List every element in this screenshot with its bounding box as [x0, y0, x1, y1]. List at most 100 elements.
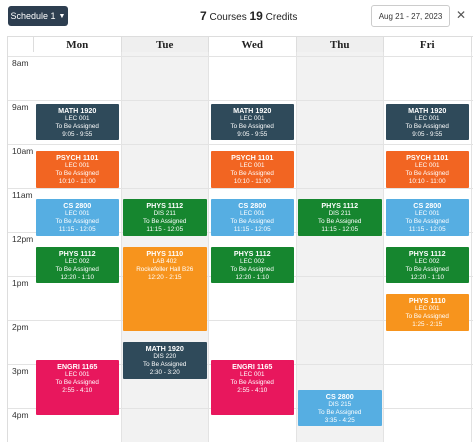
day-column-mon: [34, 52, 122, 442]
course-section: LEC 001: [414, 162, 440, 170]
course-location: To Be Assigned: [230, 265, 274, 273]
course-section: LAB 402: [152, 257, 177, 265]
course-event-block[interactable]: MATH 1920 LEC 001 To Be Assigned 9:05 - 9:5…: [385, 103, 469, 141]
course-event-block[interactable]: CS 2800 LEC 001 To Be Assigned 11:15 - 12:0…: [385, 199, 469, 236]
course-time: 2:55 - 4:10: [62, 387, 93, 395]
course-title: PSYCH 1101: [56, 153, 99, 163]
day-header-tue: Tue: [121, 37, 209, 52]
course-time: 1:25 - 2:15: [412, 321, 443, 329]
course-title: ENGRI 1165: [57, 362, 98, 372]
course-title: PHYS 1112: [408, 248, 446, 258]
course-event-block[interactable]: CS 2800 DIS 215 To Be Assigned 3:35 - 4:25: [298, 389, 382, 427]
credits-label: Credits: [265, 12, 298, 23]
course-event-block[interactable]: MATH 1920 LEC 001 To Be Assigned 9:05 - 9:5…: [210, 103, 294, 141]
course-title: CS 2800: [238, 201, 267, 210]
course-section: LEC 001: [239, 371, 265, 379]
course-event-block[interactable]: PHYS 1112 LEC 002 To Be Assigned 12:20 - 1:…: [210, 246, 294, 284]
hour-label: 8am: [12, 58, 29, 68]
hour-label: 11am: [12, 190, 33, 200]
course-event-block[interactable]: PHYS 1112 DIS 211 To Be Assigned 11:15 - 12…: [298, 199, 382, 236]
date-range-text: Aug 21 - 27, 2023: [378, 11, 443, 21]
day-column-fri: [384, 52, 472, 442]
course-section: DIS 211: [328, 210, 351, 217]
course-time: 10:10 - 11:00: [408, 178, 446, 186]
course-section: LEC 001: [414, 210, 440, 217]
course-event-block[interactable]: PHYS 1112 LEC 002 To Be Assigned 12:20 - 1:…: [35, 246, 119, 284]
course-event-block[interactable]: PSYCH 1101 LEC 001 To Be Assigned 10:10 - 1…: [35, 151, 119, 188]
toolbar: Schedule 1 ▼ 7 Courses 19 Credits Aug 21…: [0, 0, 474, 32]
course-event-block[interactable]: PSYCH 1101 LEC 001 To Be Assigned 10:10 - 1…: [210, 151, 294, 188]
course-section: LEC 002: [414, 257, 440, 265]
course-time: 2:55 - 4:10: [237, 387, 268, 395]
course-location: To Be Assigned: [405, 218, 449, 225]
course-location: To Be Assigned: [55, 218, 99, 225]
course-title: PHYS 1112: [321, 201, 359, 210]
course-location: To Be Assigned: [230, 379, 274, 387]
hour-label: 2pm: [12, 322, 29, 332]
course-event-block[interactable]: ENGRI 1165 LEC 001 To Be Assigned 2:55 - 4:…: [210, 360, 294, 416]
course-event-block[interactable]: ENGRI 1165 LEC 001 To Be Assigned 2:55 - 4:…: [35, 360, 119, 416]
hour-label: 10am: [12, 146, 34, 156]
course-location: To Be Assigned: [405, 313, 449, 321]
course-time: 3:35 - 4:25: [324, 416, 355, 424]
course-title: MATH 1920: [145, 344, 184, 353]
day-header-wed: Wed: [209, 37, 297, 52]
day-header-mon: Mon: [34, 37, 122, 52]
course-title: MATH 1920: [58, 105, 97, 115]
course-event-block[interactable]: CS 2800 LEC 001 To Be Assigned 11:15 - 12:0…: [35, 199, 119, 236]
course-event-block[interactable]: MATH 1920 DIS 220 To Be Assigned 2:30 - 3:2…: [123, 342, 207, 379]
hour-line: [8, 320, 473, 321]
course-location: To Be Assigned: [55, 170, 99, 178]
course-time: 10:10 - 11:00: [58, 178, 96, 186]
course-event-block[interactable]: MATH 1920 LEC 001 To Be Assigned 9:05 - 9:5…: [35, 103, 119, 141]
course-time: 9:05 - 9:55: [412, 130, 443, 138]
courses-count: 7: [200, 9, 207, 23]
courses-label: Courses: [209, 12, 247, 23]
course-time: 2:30 - 3:20: [149, 369, 180, 376]
course-section: LEC 001: [414, 305, 440, 313]
course-time: 9:05 - 9:55: [237, 130, 268, 138]
course-time: 11:15 - 12:05: [58, 226, 96, 233]
caret-down-icon: ▼: [58, 12, 66, 20]
course-location: To Be Assigned: [405, 122, 449, 130]
course-event-block[interactable]: PSYCH 1101 LEC 001 To Be Assigned 10:10 - 1…: [385, 151, 469, 188]
course-title: ENGRI 1165: [232, 362, 273, 372]
course-section: LEC 001: [64, 114, 90, 122]
course-section: LEC 002: [64, 257, 90, 265]
course-time: 10:10 - 11:00: [233, 178, 271, 186]
course-time: 12:20 - 1:10: [60, 273, 95, 281]
course-event-block[interactable]: PHYS 1110 LAB 402 Rockefeller Hall B26 12:2…: [123, 246, 207, 331]
course-section: LEC 001: [64, 371, 90, 379]
schedule-select-label: Schedule 1: [10, 11, 56, 21]
course-time: 11:15 - 12:05: [146, 226, 184, 233]
hour-label: 12pm: [12, 234, 34, 244]
course-time: 12:20 - 1:10: [410, 273, 445, 281]
course-time: 12:20 - 1:10: [235, 273, 270, 281]
course-section: LEC 001: [239, 162, 265, 170]
hour-label: 1pm: [12, 278, 29, 288]
course-title: PHYS 1112: [146, 201, 184, 210]
course-section: LEC 001: [239, 114, 265, 122]
course-event-block[interactable]: PHYS 1112 LEC 002 To Be Assigned 12:20 - 1:…: [385, 246, 469, 284]
course-title: CS 2800: [413, 201, 442, 210]
course-section: LEC 001: [414, 114, 440, 122]
day-column-wed: [209, 52, 297, 442]
course-title: CS 2800: [63, 201, 92, 210]
close-icon[interactable]: ✕: [455, 8, 467, 22]
course-time: 11:15 - 12:05: [233, 226, 271, 233]
course-time: 12:20 - 2:15: [147, 273, 182, 281]
course-event-block[interactable]: PHYS 1110 LEC 001 To Be Assigned 1:25 - 2:1…: [385, 294, 469, 331]
hour-label: 4pm: [12, 410, 29, 420]
course-location: To Be Assigned: [318, 218, 362, 225]
course-section: LEC 001: [239, 210, 265, 217]
schedule-select-button[interactable]: Schedule 1 ▼: [8, 6, 68, 26]
course-section: LEC 002: [239, 257, 265, 265]
hour-label: 9am: [12, 102, 29, 112]
course-time: 11:15 - 12:05: [408, 226, 446, 233]
course-title: PHYS 1112: [233, 248, 271, 258]
date-range-picker[interactable]: Aug 21 - 27, 2023: [371, 5, 450, 27]
course-event-block[interactable]: PHYS 1112 DIS 211 To Be Assigned 11:15 - 12…: [123, 199, 207, 236]
course-location: To Be Assigned: [55, 265, 99, 273]
course-event-block[interactable]: CS 2800 LEC 001 To Be Assigned 11:15 - 12:0…: [210, 199, 294, 236]
course-section: DIS 220: [153, 353, 177, 360]
